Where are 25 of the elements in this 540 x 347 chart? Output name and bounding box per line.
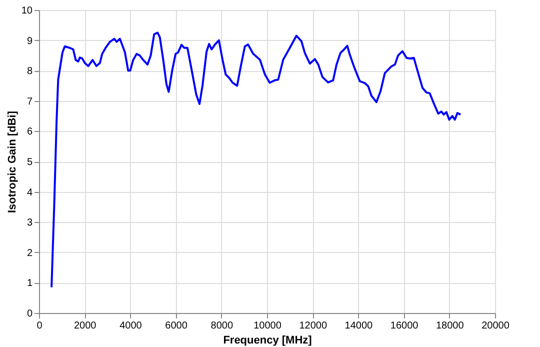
line-series xyxy=(50,32,462,288)
y-tick-label: 2 xyxy=(26,248,33,259)
x-axis-title: Frequency [MHz] xyxy=(223,334,312,346)
y-tick-label: 4 xyxy=(26,187,33,198)
x-tick-label: 14000 xyxy=(344,320,374,332)
y-tick-label: 1 xyxy=(26,278,33,290)
x-tick-label: 18000 xyxy=(436,320,464,332)
x-tick-label: 2000 xyxy=(74,320,97,332)
y-tick-label: 6 xyxy=(26,126,33,138)
x-tick-label: 8000 xyxy=(210,320,234,332)
y-axis-title: Isotropic Gain [dBi] xyxy=(6,110,18,214)
x-tick-label: 0 xyxy=(36,320,43,332)
x-tick-label: 6000 xyxy=(165,320,188,332)
x-tick-label: 10000 xyxy=(254,320,282,332)
x-tick-label: 16000 xyxy=(390,320,419,332)
y-tick-label: 10 xyxy=(21,6,33,16)
y-tick-label: 5 xyxy=(26,157,33,168)
y-tick-label: 9 xyxy=(26,36,33,47)
x-tick-label: 20000 xyxy=(482,320,510,332)
y-tick-label: 7 xyxy=(26,96,33,108)
y-tick-label: 0 xyxy=(26,308,33,320)
y-tick-label: 8 xyxy=(26,66,33,78)
x-tick-label: 12000 xyxy=(299,320,328,332)
x-tick-label: 4000 xyxy=(120,320,142,332)
y-tick-label: 3 xyxy=(26,218,33,229)
